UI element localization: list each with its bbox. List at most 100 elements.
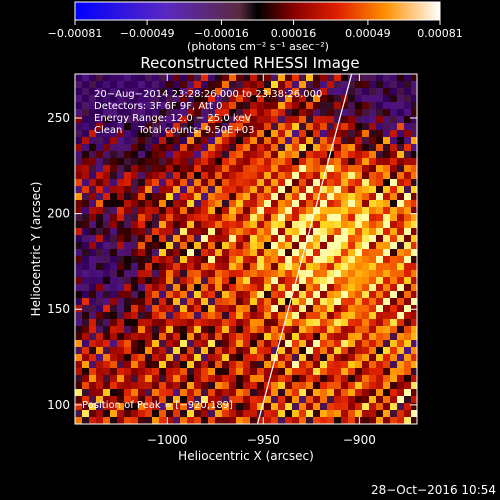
heatmap-cell — [82, 95, 89, 102]
heatmap-cell — [222, 200, 229, 207]
heatmap-cell — [285, 74, 292, 81]
heatmap-cell — [257, 333, 264, 340]
heatmap-cell — [334, 179, 341, 186]
heatmap-cell — [369, 396, 376, 403]
heatmap-cell — [222, 214, 229, 221]
heatmap-cell — [264, 74, 271, 81]
heatmap-cell — [278, 368, 285, 375]
heatmap-cell — [243, 270, 250, 277]
heatmap-cell — [180, 144, 187, 151]
heatmap-cell — [159, 200, 166, 207]
heatmap-cell — [376, 221, 383, 228]
heatmap-cell — [159, 354, 166, 361]
heatmap-cell — [180, 158, 187, 165]
heatmap-cell — [131, 158, 138, 165]
heatmap-cell — [348, 340, 355, 347]
heatmap-cell — [103, 354, 110, 361]
heatmap-cell — [292, 375, 299, 382]
heatmap-cell — [117, 165, 124, 172]
heatmap-cell — [397, 263, 404, 270]
heatmap-cell — [201, 389, 208, 396]
heatmap-cell — [110, 340, 117, 347]
heatmap-cell — [89, 207, 96, 214]
heatmap-cell — [264, 116, 271, 123]
heatmap-cell — [348, 368, 355, 375]
heatmap-cell — [152, 277, 159, 284]
heatmap-cell — [264, 214, 271, 221]
heatmap-cell — [229, 200, 236, 207]
heatmap-cell — [180, 95, 187, 102]
heatmap-cell — [313, 410, 320, 417]
heatmap-cell — [390, 207, 397, 214]
heatmap-cell — [271, 403, 278, 410]
heatmap-cell — [313, 249, 320, 256]
heatmap-cell — [271, 396, 278, 403]
heatmap-cell — [292, 417, 299, 424]
heatmap-cell — [96, 256, 103, 263]
heatmap-cell — [229, 235, 236, 242]
heatmap-cell — [327, 228, 334, 235]
heatmap-cell — [341, 165, 348, 172]
heatmap-cell — [208, 256, 215, 263]
heatmap-cell — [404, 375, 411, 382]
heatmap-cell — [299, 109, 306, 116]
heatmap-cell — [222, 221, 229, 228]
heatmap-cell — [82, 158, 89, 165]
heatmap-cell — [348, 312, 355, 319]
heatmap-cell — [243, 109, 250, 116]
heatmap-cell — [117, 193, 124, 200]
heatmap-cell — [306, 172, 313, 179]
heatmap-cell — [257, 319, 264, 326]
heatmap-cell — [152, 144, 159, 151]
heatmap-cell — [138, 235, 145, 242]
heatmap-cell — [257, 249, 264, 256]
heatmap-cell — [117, 200, 124, 207]
heatmap-cell — [152, 375, 159, 382]
heatmap-cell — [341, 319, 348, 326]
heatmap-cell — [194, 214, 201, 221]
heatmap-cell — [208, 144, 215, 151]
heatmap-cell — [82, 102, 89, 109]
heatmap-cell — [383, 207, 390, 214]
heatmap-cell — [173, 347, 180, 354]
heatmap-cell — [327, 249, 334, 256]
heatmap-cell — [96, 403, 103, 410]
heatmap-cell — [117, 144, 124, 151]
heatmap-cell — [243, 88, 250, 95]
heatmap-cell — [383, 102, 390, 109]
heatmap-cell — [215, 137, 222, 144]
heatmap-cell — [327, 242, 334, 249]
heatmap-cell — [152, 326, 159, 333]
heatmap-cell — [145, 88, 152, 95]
heatmap-cell — [187, 137, 194, 144]
heatmap-cell — [138, 347, 145, 354]
heatmap-cell — [124, 326, 131, 333]
heatmap-cell — [222, 249, 229, 256]
heatmap-cell — [327, 144, 334, 151]
heatmap-cell — [376, 151, 383, 158]
heatmap-cell — [313, 130, 320, 137]
heatmap-cell — [383, 347, 390, 354]
heatmap-cell — [229, 347, 236, 354]
heatmap-cell — [397, 102, 404, 109]
heatmap-cell — [390, 291, 397, 298]
heatmap-cell — [138, 249, 145, 256]
heatmap-cell — [145, 417, 152, 424]
heatmap-cell — [117, 417, 124, 424]
heatmap-cell — [180, 263, 187, 270]
heatmap-cell — [187, 375, 194, 382]
heatmap-cell — [355, 130, 362, 137]
heatmap-cell — [117, 242, 124, 249]
heatmap-cell — [285, 417, 292, 424]
heatmap-cell — [355, 354, 362, 361]
heatmap-cell — [166, 221, 173, 228]
heatmap-cell — [215, 263, 222, 270]
heatmap-cell — [390, 389, 397, 396]
heatmap-cell — [229, 284, 236, 291]
heatmap-cell — [194, 361, 201, 368]
heatmap-cell — [208, 312, 215, 319]
heatmap-cell — [411, 123, 417, 130]
heatmap-cell — [173, 200, 180, 207]
heatmap-cell — [124, 354, 131, 361]
heatmap-cell — [341, 417, 348, 424]
